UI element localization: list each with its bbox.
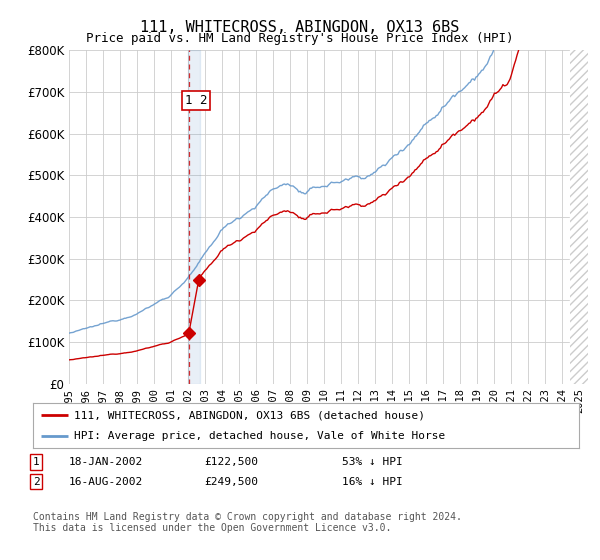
Text: £249,500: £249,500 [204, 477, 258, 487]
Text: 53% ↓ HPI: 53% ↓ HPI [342, 457, 403, 467]
Text: 1: 1 [32, 457, 40, 467]
Text: Price paid vs. HM Land Registry's House Price Index (HPI): Price paid vs. HM Land Registry's House … [86, 32, 514, 45]
Text: 111, WHITECROSS, ABINGDON, OX13 6BS: 111, WHITECROSS, ABINGDON, OX13 6BS [140, 20, 460, 35]
Bar [188, 50, 200, 384]
Text: 1 2: 1 2 [185, 94, 207, 107]
Text: 16% ↓ HPI: 16% ↓ HPI [342, 477, 403, 487]
Text: 18-JAN-2002: 18-JAN-2002 [69, 457, 143, 467]
Bar [569, 50, 588, 384]
Text: 111, WHITECROSS, ABINGDON, OX13 6BS (detached house): 111, WHITECROSS, ABINGDON, OX13 6BS (det… [74, 410, 425, 421]
Text: £122,500: £122,500 [204, 457, 258, 467]
Text: HPI: Average price, detached house, Vale of White Horse: HPI: Average price, detached house, Vale… [74, 431, 445, 441]
Text: 16-AUG-2002: 16-AUG-2002 [69, 477, 143, 487]
Bar [569, 50, 588, 384]
Text: Contains HM Land Registry data © Crown copyright and database right 2024.: Contains HM Land Registry data © Crown c… [33, 512, 462, 522]
Text: 2: 2 [32, 477, 40, 487]
Text: This data is licensed under the Open Government Licence v3.0.: This data is licensed under the Open Gov… [33, 523, 391, 533]
